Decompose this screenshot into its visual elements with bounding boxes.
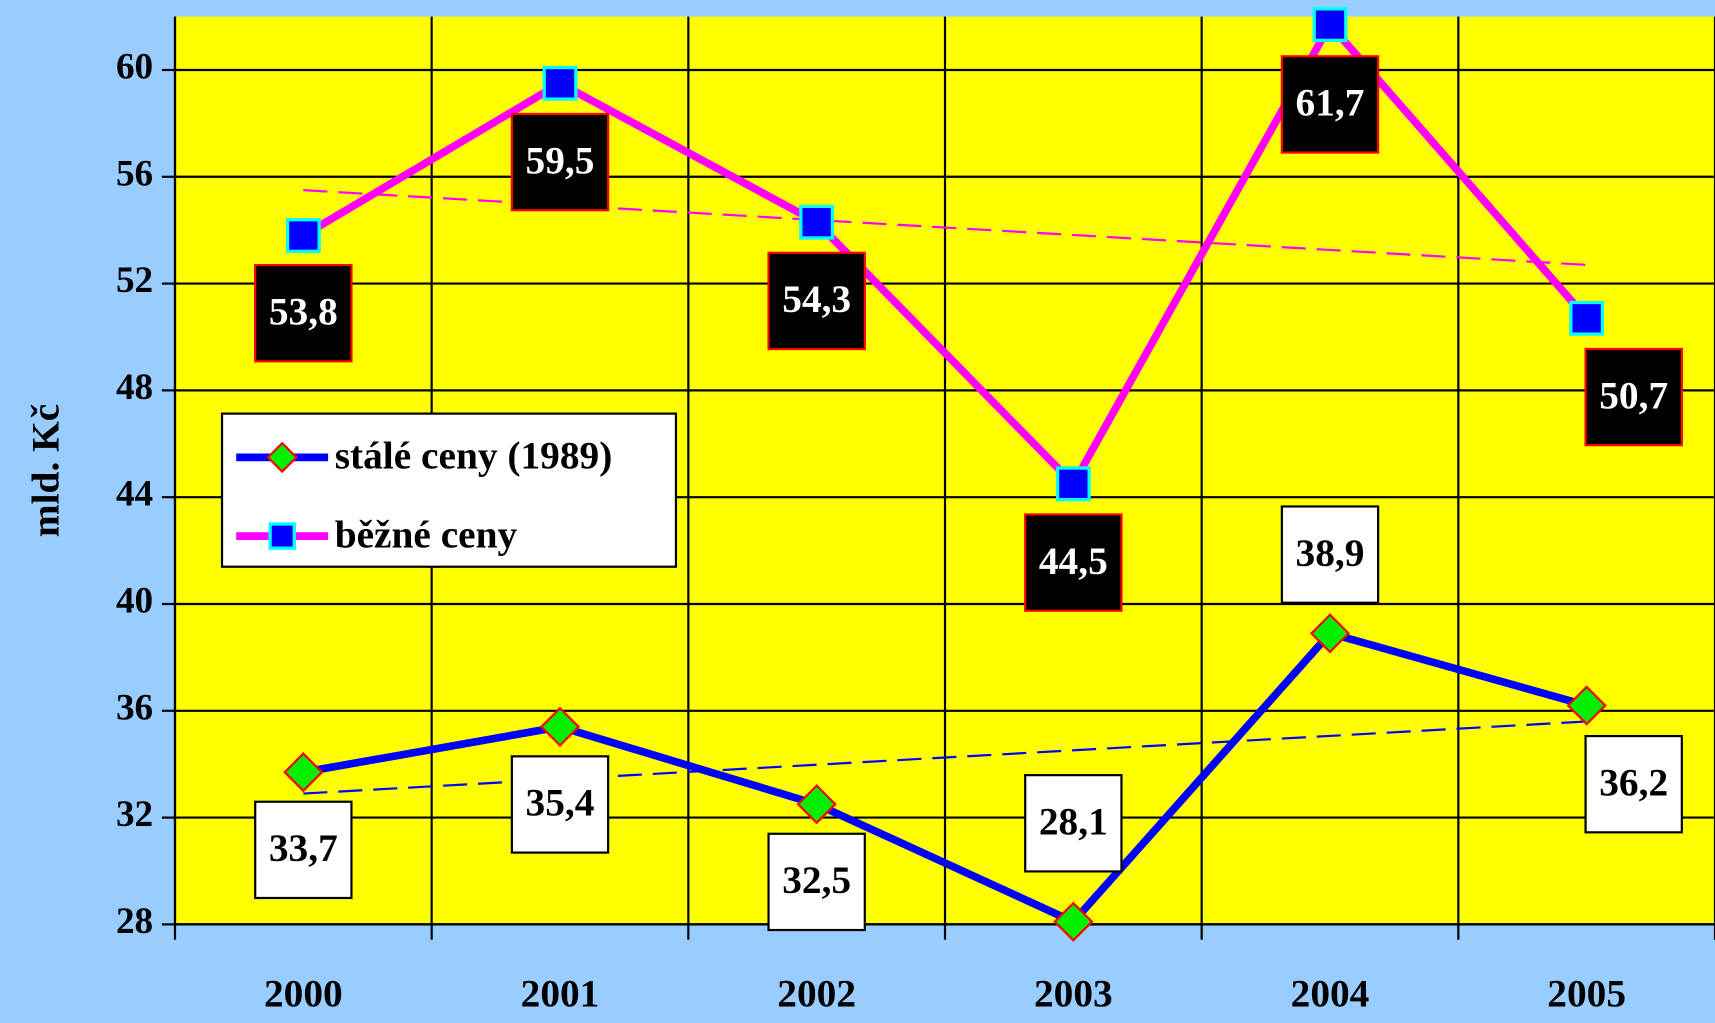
marker <box>539 706 581 747</box>
legend-box <box>220 412 678 568</box>
marker <box>542 65 578 101</box>
data-label-box <box>254 263 353 363</box>
marks: 33,7 35,4 32,5 28,1 38,9 36,2 53,8 59,5 54,3 44,5… <box>254 7 1683 942</box>
marker <box>1569 300 1605 336</box>
y-tick-label: 40 <box>116 581 153 622</box>
marker <box>799 204 835 240</box>
data-label-box <box>1280 505 1380 604</box>
data-label: 59,5 <box>526 138 595 182</box>
data-label: 53,8 <box>269 289 338 333</box>
y-tick-label: 32 <box>116 794 153 835</box>
y-tick-label: 48 <box>116 367 153 408</box>
data-label-box <box>510 755 610 854</box>
legend-label: stálé ceny (1989) <box>335 434 613 478</box>
x-tick-label: 2000 <box>264 972 343 1016</box>
marker <box>266 441 298 474</box>
y-tick-label: 52 <box>116 260 153 301</box>
legend-label: běžné ceny <box>335 512 518 556</box>
marker <box>1055 466 1091 502</box>
data-label-box <box>767 251 866 351</box>
marker <box>1053 901 1094 942</box>
data-label: 50,7 <box>1599 373 1668 417</box>
data-label: 28,1 <box>1039 800 1108 844</box>
y-axis-label: mld. Kč <box>23 404 67 537</box>
marker <box>283 752 324 793</box>
data-label-box <box>1584 734 1683 834</box>
data-label: 33,7 <box>269 826 338 870</box>
data-label: 54,3 <box>782 277 851 321</box>
data-label: 32,5 <box>782 858 851 902</box>
x-tick-label: 2001 <box>521 972 600 1016</box>
data-label-box <box>254 800 353 900</box>
legend: stálé ceny (1989) běžné ceny <box>220 412 678 568</box>
data-label: 38,9 <box>1296 531 1365 575</box>
x-tick-label: 2005 <box>1547 972 1626 1016</box>
series-line <box>302 629 1588 926</box>
marker <box>285 218 321 253</box>
x-tick-label: 2004 <box>1291 972 1370 1016</box>
y-tick-label: 36 <box>116 687 153 728</box>
marker <box>796 784 837 825</box>
marker <box>1309 613 1351 654</box>
data-label: 35,4 <box>526 781 595 825</box>
data-label: 36,2 <box>1599 760 1668 804</box>
data-label-box <box>510 112 610 212</box>
data-label-box <box>1584 347 1683 447</box>
x-tick-label: 2003 <box>1034 972 1113 1016</box>
y-tick-label: 28 <box>116 901 153 942</box>
data-label-box <box>767 832 866 932</box>
data-label-box <box>1024 513 1123 612</box>
y-tick-label: 56 <box>116 153 153 194</box>
data-label: 61,7 <box>1296 81 1365 125</box>
y-tick-label: 60 <box>116 47 153 88</box>
x-tick-label: 2002 <box>777 972 856 1016</box>
data-label: 44,5 <box>1039 539 1108 583</box>
marker <box>268 522 296 550</box>
marker <box>1312 7 1348 43</box>
marker <box>1566 685 1607 726</box>
data-label-box <box>1280 55 1380 154</box>
data-label-box <box>1024 774 1123 873</box>
y-tick-label: 44 <box>116 474 153 515</box>
